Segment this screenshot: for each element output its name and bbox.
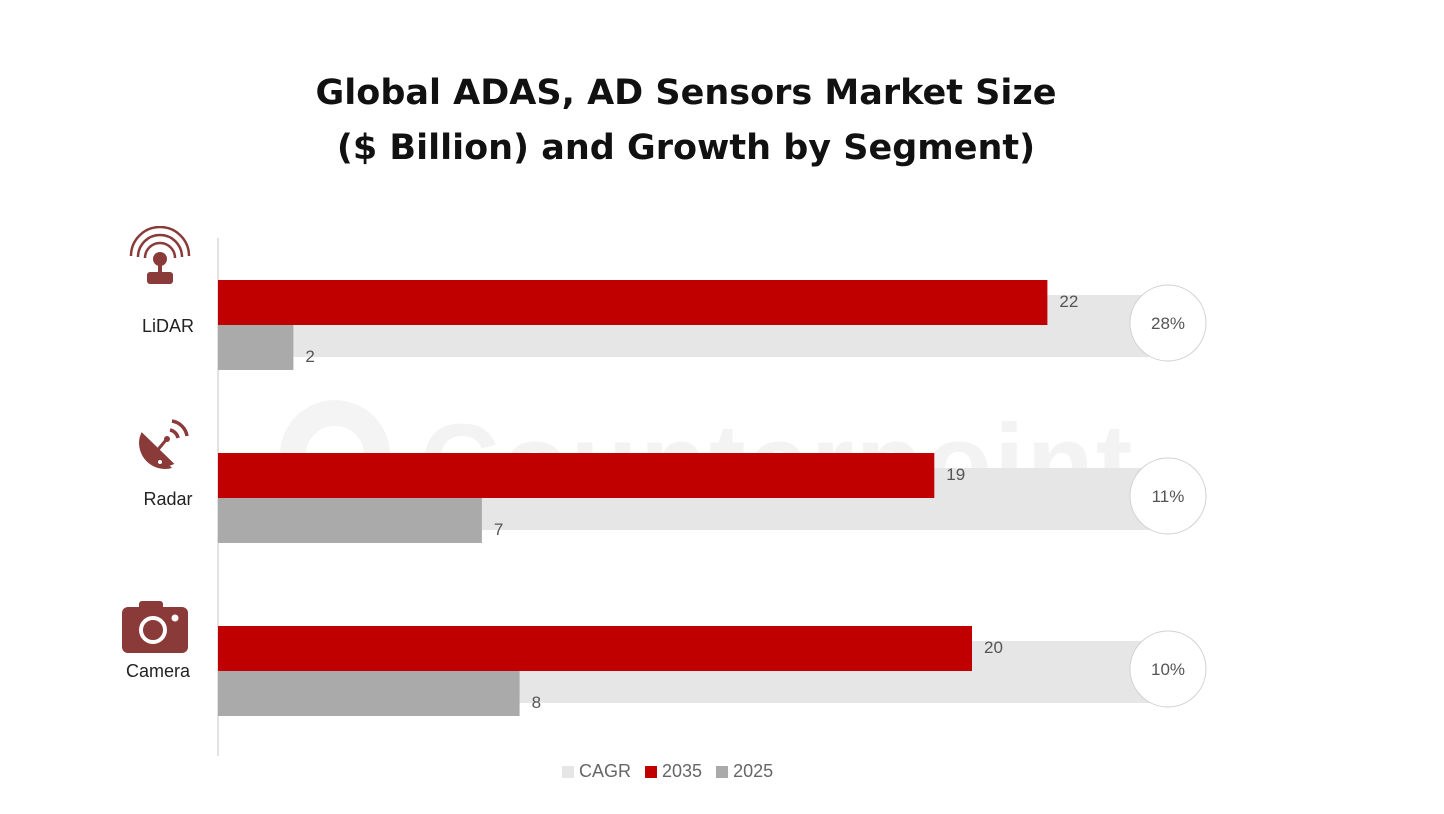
data-label-2025-camera: 8 bbox=[532, 693, 541, 712]
category-label-radar: Radar bbox=[143, 489, 193, 509]
category-label-lidar: LiDAR bbox=[141, 316, 194, 336]
legend-swatch-2035 bbox=[645, 766, 658, 779]
radar-icon bbox=[139, 419, 189, 469]
cagr-circle-camera bbox=[1129, 630, 1207, 708]
legend-swatch-cagr bbox=[562, 766, 574, 779]
bar-2035-radar bbox=[218, 453, 935, 498]
data-label-2025-lidar: 2 bbox=[305, 347, 314, 366]
legend-item-2025: 2025 bbox=[716, 761, 773, 782]
cagr-circle-radar bbox=[1129, 457, 1207, 535]
data-label-2035-camera: 20 bbox=[984, 638, 1003, 657]
chart-title: Global ADAS, AD Sensors Market Size ($ B… bbox=[0, 66, 1372, 176]
legend-swatch-2025 bbox=[716, 766, 729, 779]
cagr-circle-lidar bbox=[1129, 284, 1207, 362]
cagr-label-lidar: 28% bbox=[1151, 314, 1185, 333]
camera-icon bbox=[122, 601, 188, 653]
legend-label-2035: 2035 bbox=[662, 761, 703, 781]
legend-item-cagr: CAGR bbox=[562, 761, 631, 782]
cagr-label-camera: 10% bbox=[1151, 660, 1185, 679]
data-label-2025-radar: 7 bbox=[494, 520, 503, 539]
bar-2025-camera bbox=[218, 671, 520, 716]
bar-2035-camera bbox=[218, 626, 972, 671]
cagr-label-radar: 11% bbox=[1152, 487, 1185, 506]
data-label-2035-lidar: 22 bbox=[1059, 292, 1078, 311]
legend: CAGR 2035 2025 bbox=[562, 761, 773, 782]
bar-2025-lidar bbox=[218, 325, 294, 370]
title-line-1: Global ADAS, AD Sensors Market Size bbox=[315, 73, 1057, 113]
bar-2025-radar bbox=[218, 498, 482, 543]
title-line-2: ($ Billion) and Growth by Segment) bbox=[336, 128, 1036, 168]
legend-label-2025: 2025 bbox=[733, 761, 774, 781]
legend-label-cagr: CAGR bbox=[579, 761, 632, 781]
lidar-icon bbox=[129, 226, 191, 284]
bar-2035-lidar bbox=[218, 280, 1048, 325]
data-label-2035-radar: 19 bbox=[946, 465, 965, 484]
category-label-camera: Camera bbox=[125, 661, 191, 681]
legend-item-2035: 2035 bbox=[645, 761, 702, 782]
